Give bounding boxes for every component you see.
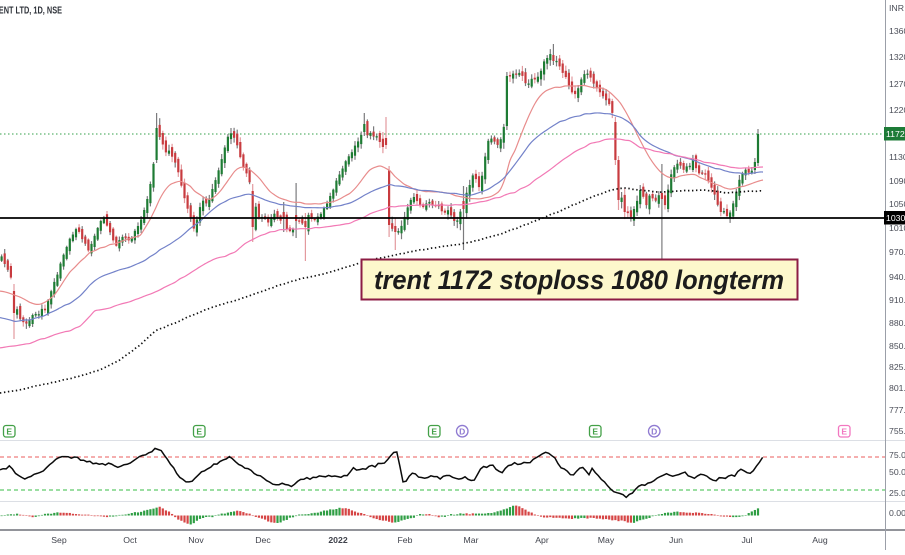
svg-text:TRENT LTD, 1D, NSE: TRENT LTD, 1D, NSE xyxy=(0,6,62,17)
svg-text:E: E xyxy=(196,427,202,437)
svg-text:trent 1172 stoploss 1080 longt: trent 1172 stoploss 1080 longterm xyxy=(374,265,784,295)
svg-text:Mar: Mar xyxy=(464,535,479,545)
svg-text:1130.: 1130. xyxy=(889,152,905,162)
svg-text:1050.: 1050. xyxy=(889,199,905,209)
svg-text:850.0: 850.0 xyxy=(889,341,905,351)
svg-text:801.0: 801.0 xyxy=(889,383,905,393)
svg-text:1172.: 1172. xyxy=(886,129,905,139)
svg-text:D: D xyxy=(651,426,657,436)
svg-text:Apr: Apr xyxy=(535,535,549,545)
svg-text:755.0: 755.0 xyxy=(889,426,905,436)
svg-text:777.0: 777.0 xyxy=(889,405,905,415)
svg-text:1010.: 1010. xyxy=(889,223,905,233)
svg-text:880.0: 880.0 xyxy=(889,318,905,328)
svg-text:Dec: Dec xyxy=(255,535,271,545)
svg-text:1360.: 1360. xyxy=(889,26,905,36)
svg-text:Aug: Aug xyxy=(812,535,828,545)
svg-text:910.0: 910.0 xyxy=(889,295,905,305)
svg-text:75.00: 75.00 xyxy=(889,450,905,460)
svg-text:Oct: Oct xyxy=(123,535,137,545)
svg-text:1320.: 1320. xyxy=(889,52,905,62)
svg-text:E: E xyxy=(841,427,847,437)
svg-text:50.00: 50.00 xyxy=(889,467,905,477)
svg-text:Sep: Sep xyxy=(51,535,67,545)
svg-text:INR: INR xyxy=(889,3,904,13)
svg-text:Feb: Feb xyxy=(398,535,413,545)
svg-text:E: E xyxy=(592,427,598,437)
svg-text:1090.: 1090. xyxy=(889,176,905,186)
svg-text:Jun: Jun xyxy=(669,535,683,545)
svg-text:940.0: 940.0 xyxy=(889,272,905,282)
svg-text:Nov: Nov xyxy=(188,535,204,545)
svg-text:825.0: 825.0 xyxy=(889,362,905,372)
svg-text:970.0: 970.0 xyxy=(889,247,905,257)
svg-text:E: E xyxy=(6,427,12,437)
svg-text:0.00: 0.00 xyxy=(889,508,905,518)
svg-text:2022: 2022 xyxy=(328,535,347,545)
svg-text:May: May xyxy=(598,535,615,545)
svg-text:E: E xyxy=(431,427,437,437)
svg-text:D: D xyxy=(459,426,465,436)
svg-text:Jul: Jul xyxy=(741,535,752,545)
svg-text:1270.: 1270. xyxy=(889,79,905,89)
svg-text:25.00: 25.00 xyxy=(889,488,905,498)
svg-text:1030.: 1030. xyxy=(886,213,905,223)
svg-text:1220.: 1220. xyxy=(889,105,905,115)
